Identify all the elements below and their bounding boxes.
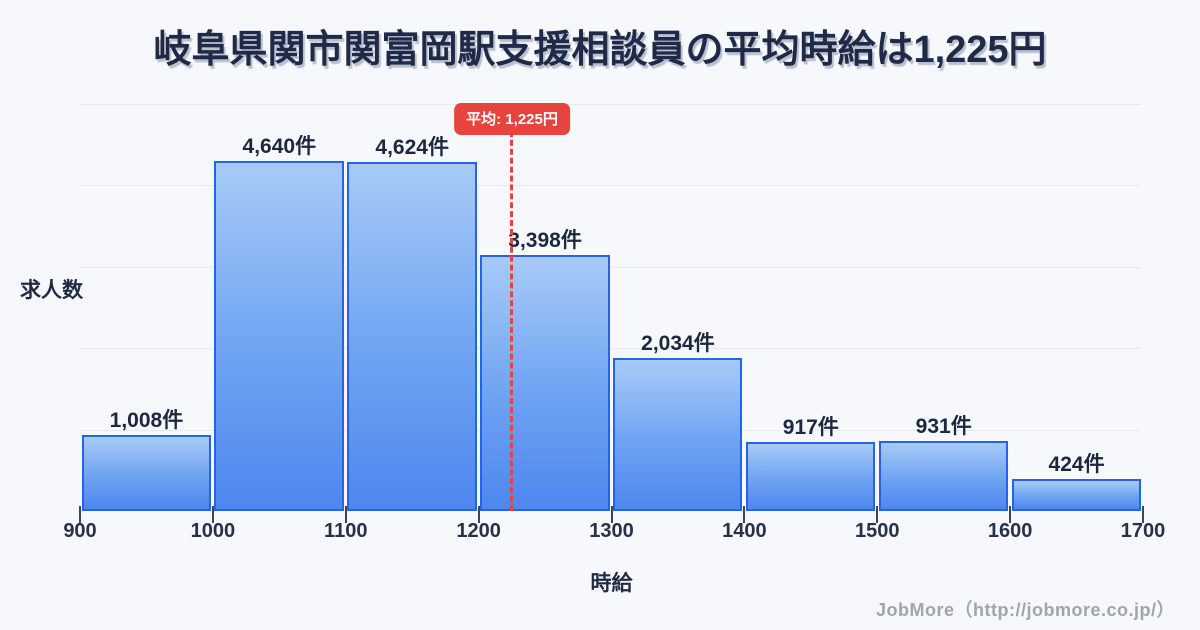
x-axis-tick-label: 900 [63, 520, 97, 542]
histogram-bar [745, 442, 876, 511]
x-axis-tick-label: 1100 [324, 520, 368, 542]
gridline [80, 185, 1141, 186]
x-axis-tick-label: 1600 [987, 520, 1033, 542]
x-axis-tick [477, 506, 480, 523]
gridline [80, 430, 1141, 431]
bar-value-label: 424件 [1048, 453, 1105, 476]
x-axis-tick-label: 1200 [456, 520, 501, 542]
gridline [80, 348, 1141, 349]
average-badge: 平均: 1,225円 [454, 103, 570, 135]
x-axis-tick [610, 506, 613, 523]
x-axis-tick [211, 506, 214, 523]
page-title: 岐阜県関市関富岡駅支援相談員の平均時給は1,225円 [153, 29, 1047, 71]
histogram-bar [214, 161, 344, 511]
bar-value-label: 917件 [782, 416, 839, 439]
bar-value-label: 931件 [915, 415, 972, 438]
x-axis-tick-label: 1000 [190, 520, 236, 542]
x-axis-tick-label: 1700 [1120, 520, 1166, 542]
histogram-bar [1011, 479, 1141, 511]
x-axis-tick-label: 1500 [855, 520, 900, 542]
x-axis-tick [79, 506, 81, 523]
footer-credit: JobMore（http://jobmore.co.jp/） [876, 600, 1175, 620]
x-axis-tick [1009, 506, 1012, 523]
x-axis-tick [876, 506, 879, 523]
x-axis-tick [1142, 506, 1144, 523]
bar-value-label: 1,008件 [109, 409, 184, 432]
gridline [80, 267, 1141, 268]
gridline [80, 104, 1141, 105]
average-badge-label: 平均: 1,225円 [466, 111, 558, 128]
x-axis-title: 時給 [590, 572, 633, 595]
bar-value-label: 2,034件 [641, 332, 715, 355]
x-axis-tick [743, 506, 746, 523]
histogram-bar [480, 255, 610, 511]
average-line [510, 131, 513, 511]
x-axis-tick-label: 1400 [722, 520, 767, 542]
histogram-bar [878, 441, 1009, 511]
histogram-bar [81, 435, 211, 511]
histogram-bar [613, 358, 743, 511]
bar-value-label: 4,624件 [375, 136, 449, 159]
histogram-bar [347, 162, 477, 511]
bar-value-label: 4,640件 [242, 135, 317, 158]
x-axis-tick [344, 506, 347, 523]
x-axis-tick-label: 1300 [589, 520, 634, 542]
y-axis-title: 求人数 [20, 279, 83, 302]
bar-value-label: 3,398件 [508, 229, 582, 252]
